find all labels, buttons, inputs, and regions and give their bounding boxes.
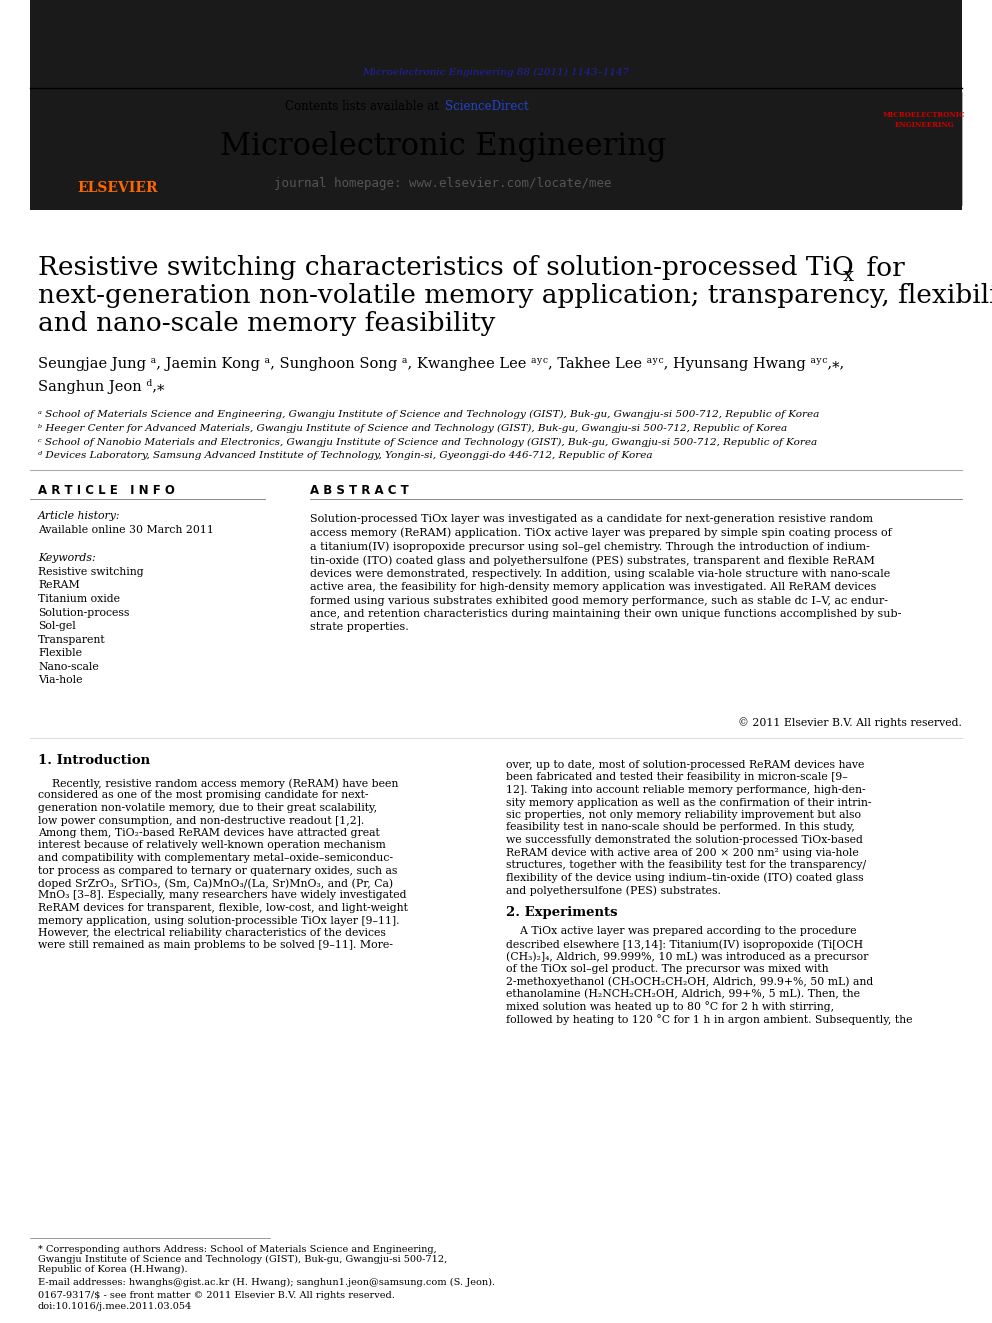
Text: memory application, using solution-processible TiOx layer [9–11].: memory application, using solution-proce… bbox=[38, 916, 400, 926]
Text: ᵃ School of Materials Science and Engineering, Gwangju Institute of Science and : ᵃ School of Materials Science and Engine… bbox=[38, 409, 819, 418]
Text: © 2011 Elsevier B.V. All rights reserved.: © 2011 Elsevier B.V. All rights reserved… bbox=[738, 717, 962, 729]
Text: Microelectronic Engineering: Microelectronic Engineering bbox=[220, 131, 667, 163]
Text: followed by heating to 120 °C for 1 h in argon ambient. Subsequently, the: followed by heating to 120 °C for 1 h in… bbox=[506, 1013, 913, 1025]
Text: Microelectronic Engineering 88 (2011) 1143–1147: Microelectronic Engineering 88 (2011) 11… bbox=[362, 67, 630, 77]
Text: Republic of Korea (H.Hwang).: Republic of Korea (H.Hwang). bbox=[38, 1265, 187, 1274]
Text: Seungjae Jung ᵃ, Jaemin Kong ᵃ, Sunghoon Song ᵃ, Kwanghee Lee ᵃʸᶜ, Takhee Lee ᵃʸ: Seungjae Jung ᵃ, Jaemin Kong ᵃ, Sunghoon… bbox=[38, 357, 844, 370]
Text: considered as one of the most promising candidate for next-: considered as one of the most promising … bbox=[38, 791, 368, 800]
Text: tor process as compared to ternary or quaternary oxides, such as: tor process as compared to ternary or qu… bbox=[38, 865, 398, 876]
Text: and nano-scale memory feasibility: and nano-scale memory feasibility bbox=[38, 311, 495, 336]
Text: we successfully demonstrated the solution-processed TiOx-based: we successfully demonstrated the solutio… bbox=[506, 835, 863, 845]
Text: journal homepage: www.elsevier.com/locate/mee: journal homepage: www.elsevier.com/locat… bbox=[274, 177, 612, 191]
Text: ScienceDirect: ScienceDirect bbox=[445, 101, 529, 114]
Text: (CH₃)₂]₄, Aldrich, 99.999%, 10 mL) was introduced as a precursor: (CH₃)₂]₄, Aldrich, 99.999%, 10 mL) was i… bbox=[506, 951, 868, 962]
Text: A R T I C L E   I N F O: A R T I C L E I N F O bbox=[38, 483, 175, 496]
Bar bbox=[207, 93, 680, 205]
Text: low power consumption, and non-destructive readout [1,2].: low power consumption, and non-destructi… bbox=[38, 815, 364, 826]
Text: Via-hole: Via-hole bbox=[38, 675, 82, 685]
Text: were still remained as main problems to be solved [9–11]. More-: were still remained as main problems to … bbox=[38, 941, 393, 950]
Text: Recently, resistive random access memory (ReRAM) have been: Recently, resistive random access memory… bbox=[38, 778, 399, 789]
Text: Sanghun Jeon ᵈ,⁎: Sanghun Jeon ᵈ,⁎ bbox=[38, 378, 165, 393]
Text: 0167-9317/$ - see front matter © 2011 Elsevier B.V. All rights reserved.: 0167-9317/$ - see front matter © 2011 El… bbox=[38, 1291, 395, 1301]
Text: A TiOx active layer was prepared according to the procedure: A TiOx active layer was prepared accordi… bbox=[506, 926, 856, 937]
Text: ReRAM devices for transparent, flexible, low-cost, and light-weight: ReRAM devices for transparent, flexible,… bbox=[38, 904, 408, 913]
Text: 2. Experiments: 2. Experiments bbox=[506, 906, 617, 919]
Text: Gwangju Institute of Science and Technology (GIST), Buk-gu, Gwangju-si 500-712,: Gwangju Institute of Science and Technol… bbox=[38, 1256, 447, 1263]
Text: been fabricated and tested their feasibility in micron-scale [9–: been fabricated and tested their feasibi… bbox=[506, 773, 848, 782]
Text: and compatibility with complementary metal–oxide–semiconduc-: and compatibility with complementary met… bbox=[38, 853, 393, 863]
Text: doped SrZrO₃, SrTiO₃, (Sm, Ca)MnO₃/(La, Sr)MnO₃, and (Pr, Ca): doped SrZrO₃, SrTiO₃, (Sm, Ca)MnO₃/(La, … bbox=[38, 878, 393, 889]
Text: and polyethersulfone (PES) substrates.: and polyethersulfone (PES) substrates. bbox=[506, 885, 721, 896]
Text: of the TiOx sol–gel product. The precursor was mixed with: of the TiOx sol–gel product. The precurs… bbox=[506, 964, 828, 974]
Text: E-mail addresses: hwanghs@gist.ac.kr (H. Hwang); sanghun1.jeon@samsung.com (S. J: E-mail addresses: hwanghs@gist.ac.kr (H.… bbox=[38, 1278, 495, 1287]
Text: Nano-scale: Nano-scale bbox=[38, 662, 99, 672]
Text: However, the electrical reliability characteristics of the devices: However, the electrical reliability char… bbox=[38, 927, 386, 938]
Text: Available online 30 March 2011: Available online 30 March 2011 bbox=[38, 525, 214, 534]
Bar bbox=[30, 93, 207, 205]
Text: 12]. Taking into account reliable memory performance, high-den-: 12]. Taking into account reliable memory… bbox=[506, 785, 866, 795]
Text: Flexible: Flexible bbox=[38, 648, 82, 658]
Text: Titanium oxide: Titanium oxide bbox=[38, 594, 120, 605]
Text: Contents lists available at: Contents lists available at bbox=[286, 101, 443, 114]
Text: ᵇ Heeger Center for Advanced Materials, Gwangju Institute of Science and Technol: ᵇ Heeger Center for Advanced Materials, … bbox=[38, 423, 787, 433]
Text: Resistive switching: Resistive switching bbox=[38, 568, 144, 577]
Text: A B S T R A C T: A B S T R A C T bbox=[310, 483, 409, 496]
Text: interest because of relatively well-known operation mechanism: interest because of relatively well-know… bbox=[38, 840, 386, 851]
Text: for: for bbox=[858, 255, 905, 280]
Text: sity memory application as well as the confirmation of their intrin-: sity memory application as well as the c… bbox=[506, 798, 872, 807]
Text: Transparent: Transparent bbox=[38, 635, 105, 644]
Text: generation non-volatile memory, due to their great scalability,: generation non-volatile memory, due to t… bbox=[38, 803, 377, 814]
Text: 1. Introduction: 1. Introduction bbox=[38, 754, 150, 766]
Text: ᶜ School of Nanobio Materials and Electronics, Gwangju Institute of Science and : ᶜ School of Nanobio Materials and Electr… bbox=[38, 438, 817, 447]
Text: mixed solution was heated up to 80 °C for 2 h with stirring,: mixed solution was heated up to 80 °C fo… bbox=[506, 1002, 834, 1012]
Bar bbox=[902, 148, 948, 169]
Text: * Corresponding authors Address: School of Materials Science and Engineering,: * Corresponding authors Address: School … bbox=[38, 1245, 436, 1254]
Text: x: x bbox=[843, 267, 854, 284]
Bar bbox=[887, 93, 962, 205]
Text: sic properties, not only memory reliability improvement but also: sic properties, not only memory reliabil… bbox=[506, 810, 861, 820]
Text: flexibility of the device using indium–tin-oxide (ITO) coated glass: flexibility of the device using indium–t… bbox=[506, 872, 864, 882]
Text: feasibility test in nano-scale should be performed. In this study,: feasibility test in nano-scale should be… bbox=[506, 823, 855, 832]
Text: described elsewhere [13,14]: Titanium(IV) isopropoxide (Ti[OCH: described elsewhere [13,14]: Titanium(IV… bbox=[506, 939, 863, 950]
Text: ethanolamine (H₂NCH₂CH₂OH, Aldrich, 99+%, 5 mL). Then, the: ethanolamine (H₂NCH₂CH₂OH, Aldrich, 99+%… bbox=[506, 990, 860, 999]
Text: ReRAM: ReRAM bbox=[38, 581, 79, 590]
Text: doi:10.1016/j.mee.2011.03.054: doi:10.1016/j.mee.2011.03.054 bbox=[38, 1302, 192, 1311]
Text: Solution-processed TiOx layer was investigated as a candidate for next-generatio: Solution-processed TiOx layer was invest… bbox=[310, 515, 902, 632]
Text: Among them, TiO₂-based ReRAM devices have attracted great: Among them, TiO₂-based ReRAM devices hav… bbox=[38, 828, 380, 837]
Text: Article history:: Article history: bbox=[38, 511, 120, 521]
Text: ᵈ Devices Laboratory, Samsung Advanced Institute of Technology, Yongin-si, Gyeon: ᵈ Devices Laboratory, Samsung Advanced I… bbox=[38, 451, 653, 460]
Text: Solution-process: Solution-process bbox=[38, 607, 129, 618]
Text: ELSEVIER: ELSEVIER bbox=[77, 181, 159, 194]
Text: MnO₃ [3–8]. Especially, many researchers have widely investigated: MnO₃ [3–8]. Especially, many researchers… bbox=[38, 890, 407, 901]
Text: Keywords:: Keywords: bbox=[38, 553, 95, 564]
Text: next-generation non-volatile memory application; transparency, flexibility,: next-generation non-volatile memory appl… bbox=[38, 283, 992, 308]
Text: over, up to date, most of solution-processed ReRAM devices have: over, up to date, most of solution-proce… bbox=[506, 759, 864, 770]
Text: MICROELECTRONIC
ENGINEERING: MICROELECTRONIC ENGINEERING bbox=[883, 111, 965, 128]
Text: 2-methoxyethanol (CH₃OCH₂CH₂OH, Aldrich, 99.9+%, 50 mL) and: 2-methoxyethanol (CH₃OCH₂CH₂OH, Aldrich,… bbox=[506, 976, 873, 987]
Text: structures, together with the feasibility test for the transparency/: structures, together with the feasibilit… bbox=[506, 860, 866, 871]
Text: Sol-gel: Sol-gel bbox=[38, 620, 75, 631]
Text: ReRAM device with active area of 200 × 200 nm² using via-hole: ReRAM device with active area of 200 × 2… bbox=[506, 848, 859, 857]
Text: Resistive switching characteristics of solution-processed TiO: Resistive switching characteristics of s… bbox=[38, 255, 854, 280]
